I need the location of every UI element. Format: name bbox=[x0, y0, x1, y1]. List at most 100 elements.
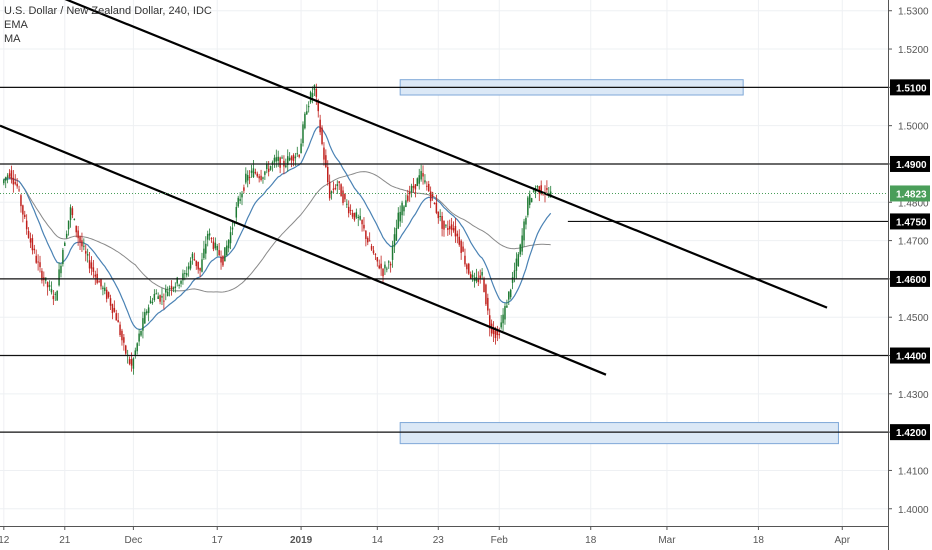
candle bbox=[498, 327, 501, 339]
candle-body bbox=[130, 359, 133, 366]
candle bbox=[203, 240, 205, 261]
candle-body bbox=[315, 89, 318, 97]
candle bbox=[304, 111, 306, 130]
candle-body bbox=[46, 282, 49, 288]
candle-body bbox=[426, 185, 428, 187]
candle-body bbox=[302, 124, 304, 144]
candle-body bbox=[107, 292, 110, 298]
candle-body bbox=[378, 265, 380, 269]
candle bbox=[197, 261, 199, 274]
candle-body bbox=[67, 220, 70, 230]
candle-body bbox=[33, 248, 36, 251]
candle bbox=[96, 268, 98, 285]
candle-body bbox=[527, 197, 529, 216]
candle-body bbox=[401, 202, 403, 216]
candle bbox=[359, 208, 361, 221]
level-price-label: 1.4900 bbox=[896, 160, 927, 171]
candle-body bbox=[35, 255, 37, 263]
candle-body bbox=[25, 220, 28, 230]
candle-body bbox=[387, 261, 390, 263]
candle bbox=[363, 217, 365, 232]
candle-body bbox=[123, 337, 125, 343]
candle bbox=[145, 309, 148, 316]
x-tick-label: 18 bbox=[753, 535, 765, 546]
candle-body bbox=[142, 318, 144, 331]
candle-body bbox=[393, 234, 396, 247]
candle bbox=[163, 293, 165, 310]
candle bbox=[20, 193, 22, 213]
candle-body bbox=[443, 220, 445, 230]
candle bbox=[102, 285, 104, 296]
candle-body bbox=[452, 228, 455, 231]
candles bbox=[3, 83, 552, 375]
candle-body bbox=[151, 302, 154, 304]
ema-indicator-label: EMA bbox=[4, 19, 28, 31]
candle-body bbox=[267, 168, 270, 172]
candle bbox=[300, 138, 302, 154]
candle-body bbox=[125, 345, 127, 354]
candle-body bbox=[448, 226, 451, 230]
candle bbox=[218, 243, 220, 256]
candle-body bbox=[386, 268, 388, 270]
candle-body bbox=[128, 359, 131, 364]
candle bbox=[389, 261, 392, 273]
candle bbox=[191, 251, 194, 265]
candle-body bbox=[292, 155, 295, 162]
candle-body bbox=[546, 188, 548, 190]
candle bbox=[235, 202, 238, 225]
candle bbox=[123, 334, 125, 351]
candle-body bbox=[414, 184, 417, 190]
candle-body bbox=[220, 256, 222, 263]
candle-body bbox=[48, 285, 51, 287]
x-tick-label: Feb bbox=[491, 535, 509, 546]
candle bbox=[39, 255, 41, 273]
x-tick-label: 12 bbox=[0, 535, 10, 546]
candle bbox=[418, 168, 420, 190]
candle bbox=[128, 356, 131, 366]
candle bbox=[229, 226, 232, 250]
candle bbox=[264, 170, 266, 180]
candle bbox=[367, 236, 369, 246]
candle bbox=[105, 286, 108, 303]
candle bbox=[464, 248, 466, 267]
candle bbox=[16, 178, 18, 189]
candle bbox=[69, 204, 72, 228]
candle bbox=[473, 272, 476, 288]
candle bbox=[338, 181, 340, 190]
candle bbox=[25, 214, 28, 235]
candle bbox=[288, 152, 291, 162]
candle-body bbox=[140, 330, 142, 336]
candle-body bbox=[395, 228, 398, 241]
candle bbox=[435, 194, 438, 215]
candle-body bbox=[277, 156, 279, 161]
candle-body bbox=[56, 290, 58, 301]
candle bbox=[27, 227, 30, 239]
candle-body bbox=[166, 291, 169, 296]
candle bbox=[441, 211, 443, 237]
candle-body bbox=[20, 195, 22, 207]
candle bbox=[519, 243, 521, 257]
candle-body bbox=[492, 327, 495, 335]
candle bbox=[307, 101, 310, 113]
candle-body bbox=[73, 218, 76, 220]
candle bbox=[94, 270, 97, 285]
candle-body bbox=[170, 285, 173, 290]
candle bbox=[208, 228, 211, 241]
candle bbox=[286, 149, 289, 172]
x-tick-label: 2019 bbox=[290, 535, 313, 546]
candle bbox=[492, 321, 495, 342]
x-tick-label: 23 bbox=[433, 535, 445, 546]
candle bbox=[283, 155, 285, 175]
candle-body bbox=[403, 206, 405, 212]
candle bbox=[346, 199, 348, 209]
x-tick-label: 17 bbox=[212, 535, 224, 546]
candle-body bbox=[83, 245, 85, 247]
candle bbox=[298, 154, 300, 159]
candle bbox=[399, 205, 401, 227]
candle bbox=[73, 218, 76, 221]
candle-body bbox=[104, 287, 106, 291]
candle bbox=[380, 255, 382, 276]
candle-body bbox=[508, 291, 510, 300]
candle bbox=[504, 303, 506, 325]
